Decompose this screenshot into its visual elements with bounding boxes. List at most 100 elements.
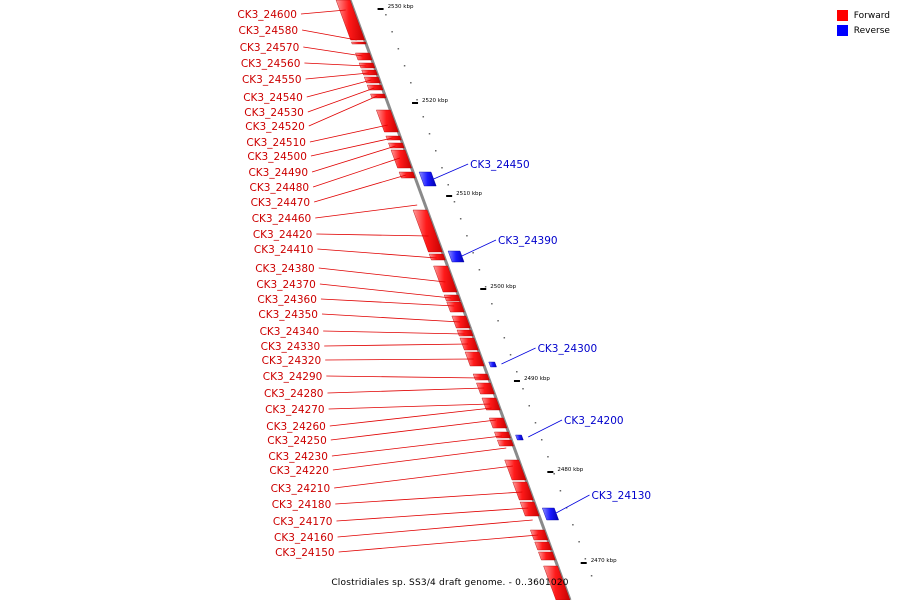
- axis-tick-dot: [391, 31, 393, 33]
- forward-leader-line: [328, 403, 491, 410]
- forward-leader-line: [330, 419, 497, 441]
- axis-tick-dot: [422, 116, 425, 118]
- forward-gene-label: CK3_24480: [250, 182, 310, 194]
- forward-leader-line: [315, 204, 418, 219]
- forward-gene-block: [398, 171, 416, 179]
- forward-gene-block: [366, 84, 384, 91]
- genome-caption: Clostridiales sp. SS3/4 draft genome. - …: [331, 578, 569, 588]
- scale-label: 2530 kbp: [388, 4, 414, 10]
- forward-gene-block: [476, 382, 495, 395]
- forward-leader-line: [311, 145, 396, 173]
- reverse-gene-label: CK3_24200: [564, 415, 624, 427]
- forward-leader-line: [325, 358, 474, 361]
- forward-leader-line: [303, 46, 363, 57]
- axis-tick-dot: [547, 456, 549, 458]
- forward-leader-line: [300, 9, 346, 15]
- forward-gene-label: CK3_24350: [258, 309, 318, 321]
- forward-gene-block: [433, 265, 458, 293]
- scale-tick: [513, 380, 520, 382]
- legend-item-reverse: Reverse: [836, 23, 890, 38]
- axis-tick-dot: [428, 133, 431, 135]
- forward-leader-line: [305, 72, 369, 80]
- forward-gene-label: CK3_24270: [265, 404, 325, 416]
- forward-leader-line: [337, 519, 533, 538]
- forward-gene-block: [358, 62, 376, 69]
- forward-gene-label: CK3_24210: [271, 483, 331, 495]
- axis-tick-dot: [503, 337, 506, 339]
- scale-tick: [412, 102, 419, 104]
- legend: Forward Reverse: [836, 8, 890, 38]
- forward-gene-block: [519, 501, 540, 517]
- forward-gene-label: CK3_24520: [245, 121, 305, 133]
- forward-gene-block: [385, 135, 402, 141]
- axis-tick-dot: [584, 558, 587, 560]
- reverse-gene-block: [541, 507, 559, 521]
- forward-gene-label: CK3_24570: [240, 42, 300, 54]
- forward-gene-label: CK3_24250: [267, 435, 327, 447]
- axis-tick-dot: [453, 201, 456, 203]
- forward-gene-label: CK3_24560: [241, 58, 301, 70]
- reverse-gene-block: [418, 171, 437, 187]
- forward-leader-line: [327, 387, 485, 394]
- axis-tick-dot: [553, 473, 555, 475]
- reverse-gene-label: CK3_24130: [592, 490, 652, 502]
- forward-gene-label: CK3_24330: [261, 341, 321, 353]
- axis-tick-dot: [484, 286, 487, 288]
- forward-gene-block: [363, 76, 381, 84]
- scale-label: 2480 kbp: [557, 467, 583, 473]
- forward-leader-line: [307, 87, 375, 113]
- forward-gene-label: CK3_24510: [246, 137, 306, 149]
- forward-leader-line: [324, 343, 469, 347]
- forward-gene-label: CK3_24420: [253, 229, 313, 241]
- axis-tick-dot: [572, 524, 574, 526]
- axis-tick-dot: [447, 184, 449, 186]
- axis-tick-dot: [403, 65, 406, 67]
- axis-tick-dot: [491, 303, 493, 305]
- reverse-leader-line: [555, 494, 590, 514]
- forward-leader-line: [319, 283, 452, 299]
- forward-leader-line: [318, 267, 446, 283]
- scale-label: 2510 kbp: [456, 191, 482, 197]
- scale-tick: [580, 562, 587, 564]
- forward-gene-label: CK3_24600: [237, 9, 297, 21]
- forward-gene-block: [481, 397, 501, 411]
- forward-gene-block: [543, 565, 571, 600]
- axis-tick-dot: [459, 218, 462, 220]
- axis-tick-dot: [466, 235, 468, 237]
- axis-tick-dot: [509, 354, 512, 356]
- scale-tick: [446, 195, 453, 197]
- forward-gene-block: [494, 431, 511, 439]
- forward-gene-label: CK3_24360: [257, 294, 317, 306]
- forward-leader-line: [331, 435, 502, 457]
- forward-gene-block: [412, 209, 443, 253]
- forward-swatch: [836, 10, 848, 21]
- forward-gene-label: CK3_24160: [274, 532, 334, 544]
- forward-gene-block: [428, 253, 446, 261]
- reverse-gene-label: CK3_24300: [538, 343, 598, 355]
- reverse-leader-line: [528, 419, 563, 438]
- axis-tick-dot: [472, 252, 474, 254]
- legend-reverse-label: Reverse: [853, 25, 890, 36]
- scale-label: 2520 kbp: [422, 98, 448, 104]
- forward-gene-label: CK3_24170: [273, 516, 333, 528]
- forward-gene-label: CK3_24220: [269, 465, 329, 477]
- forward-gene-block: [451, 315, 471, 329]
- axis-tick-dot: [590, 575, 593, 577]
- forward-gene-block: [443, 294, 461, 302]
- forward-leader-line: [332, 447, 507, 471]
- reverse-gene-label: CK3_24450: [470, 159, 530, 171]
- axis-tick-dot: [578, 541, 580, 543]
- forward-gene-label: CK3_24380: [255, 263, 315, 275]
- forward-gene-block: [446, 301, 465, 313]
- forward-gene-block: [390, 149, 412, 169]
- forward-leader-line: [320, 298, 455, 307]
- axis-tick-dot: [416, 99, 418, 101]
- forward-leader-line: [334, 465, 513, 489]
- forward-gene-label: CK3_24460: [252, 213, 312, 225]
- forward-gene-label: CK3_24500: [247, 151, 307, 163]
- forward-gene-block: [335, 0, 365, 41]
- axis-tick-dot: [559, 490, 562, 492]
- legend-forward-label: Forward: [853, 10, 890, 21]
- forward-leader-line: [312, 157, 401, 188]
